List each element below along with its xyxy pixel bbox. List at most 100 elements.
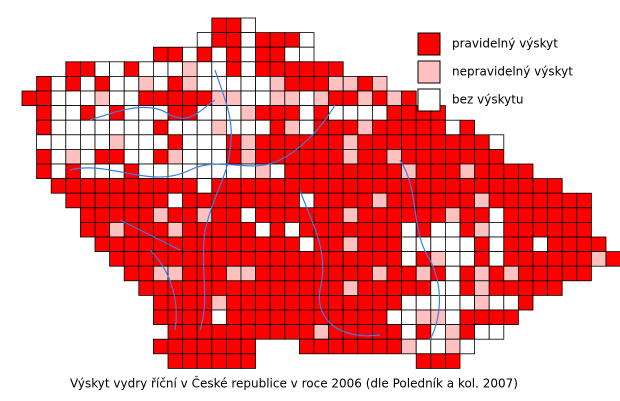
grid-cell <box>342 105 359 121</box>
grid-cell <box>182 353 198 369</box>
legend-swatch <box>417 88 441 112</box>
grid-cell <box>94 134 111 150</box>
grid-cell <box>415 148 432 165</box>
grid-cell <box>211 338 227 355</box>
grid-cell <box>342 90 359 107</box>
grid-cell <box>518 280 534 296</box>
grid-cell <box>444 265 461 282</box>
grid-cell <box>342 178 359 194</box>
grid-cell <box>211 32 227 48</box>
grid-cell <box>488 192 505 209</box>
grid-cell <box>167 207 184 223</box>
grid-cell <box>328 324 344 340</box>
grid-cell <box>109 221 125 238</box>
river <box>199 69 232 331</box>
grid-cell <box>518 221 534 238</box>
grid-cell <box>547 236 563 253</box>
grid-cell <box>444 294 461 311</box>
grid-cell <box>474 251 490 267</box>
grid-cell <box>109 178 125 194</box>
grid-cell <box>196 192 213 209</box>
grid-cell <box>152 265 169 282</box>
grid-cell <box>503 192 519 209</box>
grid-cell <box>503 207 519 223</box>
grid-cell <box>269 192 286 209</box>
grid-cell <box>357 338 373 355</box>
grid-cell <box>488 294 505 311</box>
grid-cell <box>488 178 505 194</box>
grid-cell <box>328 251 344 267</box>
grid-cell <box>415 119 432 136</box>
grid-cell <box>313 265 330 282</box>
grid-cell <box>532 265 549 282</box>
grid-cell <box>313 324 330 340</box>
grid-cell <box>298 294 315 311</box>
grid-cell <box>328 294 344 311</box>
grid-cell <box>123 148 140 165</box>
grid-cell <box>240 148 257 165</box>
grid-cell <box>298 119 315 136</box>
grid-cell <box>532 280 549 296</box>
grid-cell <box>313 294 330 311</box>
grid-cell <box>459 265 476 282</box>
grid-cell <box>328 338 344 355</box>
grid-cell <box>152 221 169 238</box>
grid-cell <box>94 61 111 77</box>
grid-cell <box>269 90 286 107</box>
grid-cell <box>576 236 592 253</box>
grid-cell <box>313 163 330 180</box>
grid-cell <box>459 119 476 136</box>
grid-cell <box>459 192 476 209</box>
grid-cell <box>36 148 52 165</box>
grid-cell <box>444 221 461 238</box>
grid-cell <box>269 280 286 296</box>
grid-cell <box>386 309 403 326</box>
grid-cell <box>94 192 111 209</box>
grid-cell <box>342 280 359 296</box>
grid-cell <box>80 61 96 77</box>
grid-cell <box>152 61 169 77</box>
grid-cell <box>80 163 96 180</box>
grid-cell <box>182 76 198 92</box>
grid-cell <box>591 236 607 253</box>
grid-cell <box>182 265 198 282</box>
grid-cell <box>459 236 476 253</box>
grid-cell <box>371 324 388 340</box>
grid-cell <box>576 207 592 223</box>
grid-cell <box>80 105 96 121</box>
grid-cell <box>401 119 417 136</box>
grid-cell <box>386 294 403 311</box>
grid-cell <box>211 309 227 326</box>
grid-cell <box>444 207 461 223</box>
grid-cell <box>225 338 242 355</box>
grid-cell <box>138 90 154 107</box>
grid-cell <box>444 178 461 194</box>
grid-cell <box>342 338 359 355</box>
grid-cell <box>65 76 81 92</box>
grid-cell <box>225 324 242 340</box>
grid-cell <box>547 280 563 296</box>
grid-cell <box>196 119 213 136</box>
grid-cell <box>328 280 344 296</box>
grid-cell <box>357 178 373 194</box>
grid-cell <box>240 251 257 267</box>
grid-cell <box>386 148 403 165</box>
grid-cell <box>182 324 198 340</box>
grid-cell <box>240 353 257 369</box>
grid-cell <box>211 207 227 223</box>
grid-cell <box>240 265 257 282</box>
grid-cell <box>211 353 227 369</box>
grid-cell <box>488 280 505 296</box>
grid-cell <box>415 178 432 194</box>
grid-cell <box>211 148 227 165</box>
grid-cell <box>36 163 52 180</box>
grid-cell <box>430 163 446 180</box>
grid-cell <box>357 148 373 165</box>
grid-cell <box>80 221 96 238</box>
grid-cell <box>342 221 359 238</box>
river <box>119 219 181 331</box>
grid-cell <box>225 251 242 267</box>
grid-cell <box>386 90 403 107</box>
grid-cell <box>196 32 213 48</box>
